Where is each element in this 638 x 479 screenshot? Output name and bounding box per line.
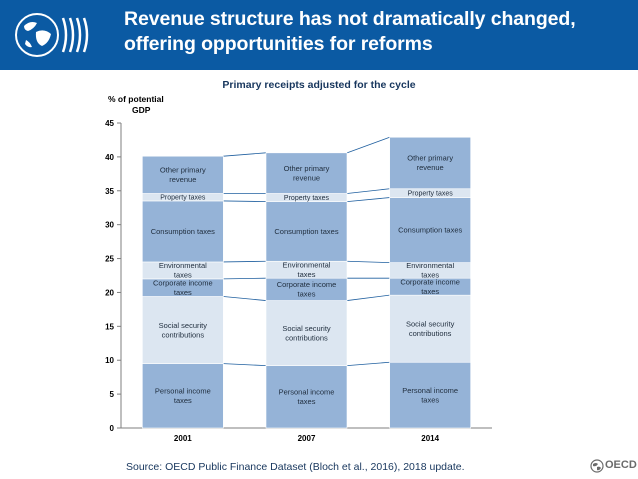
bar-segment-label: Consumption taxes [398,226,462,235]
bar-segment-label: taxes [174,396,192,405]
bar-segment-label: taxes [298,397,316,406]
bar-segment-label: Environmental [406,261,454,270]
bar-segment [265,201,348,262]
bar-segment-label: contributions [162,330,205,339]
bar-segment-label: Consumption taxes [151,227,215,236]
bar-segment-label: taxes [174,288,192,297]
slide-title-line-1: Revenue structure has not dramatically c… [124,8,576,30]
y-tick-label: 30 [105,221,114,230]
source-note: Source: OECD Public Finance Dataset (Blo… [126,461,465,473]
bar-segment [265,365,348,429]
bar-segment [389,136,471,190]
x-tick-label: 2014 [421,434,439,443]
bar-segment-label: taxes [174,271,192,280]
x-tick-label: 2007 [298,434,316,443]
bar-segment-label: Consumption taxes [274,227,338,236]
bar-segment-label: Corporate income [400,277,460,286]
bar-segment-label: Other primary [160,166,206,175]
bar-segment-label: Other primary [284,164,330,173]
series-connector-line [223,277,267,280]
bar-segment [142,363,224,429]
bar-segment-label: Property taxes [408,191,454,198]
series-connector-line [223,152,267,157]
bar-segment [142,155,224,194]
series-connector-line [346,188,390,194]
slide-title-line-2: offering opportunities for reforms [124,33,433,55]
bar-segment-label: Social security [159,321,208,330]
bar-segment [265,300,348,366]
slide-title: Revenue structure has not dramatically c… [124,7,634,57]
chart-title: Primary receipts adjusted for the cycle [222,79,416,91]
bar-segment-label: contributions [409,329,452,338]
series-connector-line [223,200,267,203]
y-axis-label-line-1: % of potential [108,94,164,104]
y-tick-label: 20 [105,288,114,297]
bar-segment-label: Social security [282,324,331,333]
bar-segment-label: revenue [169,175,196,184]
bar-segment [389,361,471,429]
bar-segment-label: Personal income [155,387,211,396]
bar-segment-label: Property taxes [284,195,330,202]
bar-segment-label: contributions [285,333,328,342]
bar-segment [142,296,224,364]
series-connector-line [346,197,390,203]
y-tick-label: 35 [105,187,114,196]
bar-segment-label: Property taxes [160,195,206,202]
bar-segment-label: Social security [406,319,455,328]
bar-segment [142,200,224,263]
y-tick-label: 40 [105,153,114,162]
series-connector-line [346,361,390,367]
bar-segment-label: revenue [417,163,444,172]
bar-segment-label: taxes [421,395,439,404]
x-tick-label: 2001 [174,434,192,443]
bar-segment [389,197,471,263]
bar-segment-label: Environmental [283,260,331,269]
oecd-brand-text: OECD [605,459,637,471]
series-connector-line [346,260,390,264]
bar-segment-label: taxes [421,271,439,280]
bar-segment-label: Personal income [279,388,335,397]
bar-segment-label: Corporate income [277,280,337,289]
y-tick-label: 10 [105,356,114,365]
y-tick-label: 5 [110,390,115,399]
series-connector-line [223,296,267,301]
oecd-globe-icon [590,459,604,473]
title-bar: Revenue structure has not dramatically c… [0,0,638,70]
y-tick-label: 15 [105,322,114,331]
oecd-footer-logo: OECD [590,458,638,474]
bar-segment-label: revenue [293,173,320,182]
oecd-globe-logo-icon [15,13,89,57]
series-connector-line [223,363,267,367]
y-tick-label: 45 [105,119,114,128]
series-connector-line [223,260,267,263]
y-axis-label: % of potential GDP [108,94,172,116]
y-tick-label: 25 [105,255,114,264]
bar-segment-label: taxes [298,270,316,279]
series-connector-line [346,136,390,154]
y-tick-label: 0 [110,424,115,433]
bar-segment-label: Personal income [402,386,458,395]
bar-segment [265,152,348,194]
bar-segment [389,294,471,363]
bar-segment-label: Other primary [407,154,453,163]
bar-segment-label: Corporate income [153,278,213,287]
y-axis-label-line-2: GDP [132,105,151,115]
bar-segment-label: Environmental [159,261,207,270]
bar-segment-label: taxes [298,290,316,299]
series-connector-line [346,294,390,301]
bar-segment-label: taxes [421,287,439,296]
